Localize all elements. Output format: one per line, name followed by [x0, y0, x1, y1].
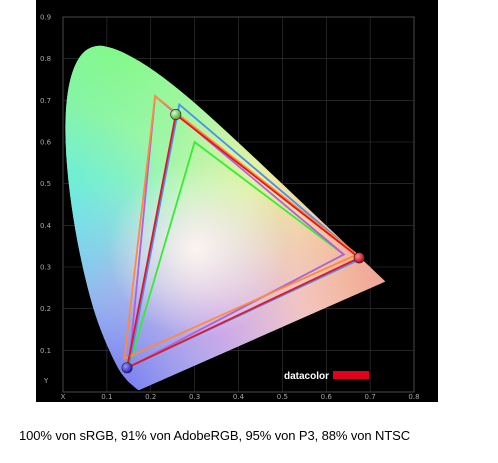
- primary-marker-green: [170, 109, 182, 121]
- x-tick-labels: 0.1 0.2 0.3 0.4 0.5 0.6 0.7 0.8: [101, 393, 419, 401]
- y-tick-label: 0.3: [40, 264, 51, 272]
- gamut-triangles: [123, 94, 363, 370]
- gamut-triangle-adobergb: [127, 94, 346, 369]
- y-tick-label: 0.6: [40, 139, 52, 147]
- x-axis-label: X: [61, 393, 66, 401]
- datacolor-logo: datacolor: [284, 371, 369, 382]
- brand-bar: [333, 371, 369, 379]
- y-tick-label: 0.1: [40, 347, 51, 355]
- x-tick-label: 0.4: [233, 393, 245, 401]
- y-tick-label: 0.5: [40, 180, 51, 188]
- x-tick-label: 0.3: [189, 393, 200, 401]
- brand-name: datacolor: [284, 371, 329, 382]
- y-tick-label: 0.7: [40, 97, 51, 105]
- primary-marker-red: [353, 252, 365, 264]
- x-tick-label: 0.7: [365, 393, 376, 401]
- x-tick-label: 0.1: [101, 393, 112, 401]
- y-tick-labels: 0.1 0.2 0.3 0.4 0.5 0.6 0.7 0.8 0.9: [40, 14, 52, 355]
- x-tick-label: 0.6: [321, 393, 333, 401]
- chart-canvas: 0.1 0.2 0.3 0.4 0.5 0.6 0.7 0.8 0.1 0.2 0.3 0.4 0.5…: [40, 14, 420, 402]
- y-tick-label: 0.8: [40, 55, 51, 63]
- y-tick-label: 0.2: [40, 305, 51, 313]
- x-tick-label: 0.8: [408, 393, 419, 401]
- y-tick-label: 0.4: [40, 222, 52, 230]
- x-tick-label: 0.2: [145, 393, 156, 401]
- primary-markers: [121, 109, 365, 374]
- y-tick-label: 0.9: [40, 14, 51, 22]
- y-axis-label: Y: [43, 377, 49, 385]
- gamut-coverage-caption: 100% von sRGB, 91% von AdobeRGB, 95% von…: [19, 428, 411, 443]
- cie-chromaticity-chart: 0.1 0.2 0.3 0.4 0.5 0.6 0.7 0.8 0.1 0.2 0.3 0.4 0.5…: [36, 0, 438, 402]
- spectral-locus: [65, 45, 386, 390]
- gamut-triangle-display: [125, 112, 361, 370]
- x-tick-label: 0.5: [277, 393, 288, 401]
- gamut-triangle-ntsc: [123, 94, 359, 361]
- primary-marker-blue: [121, 362, 133, 374]
